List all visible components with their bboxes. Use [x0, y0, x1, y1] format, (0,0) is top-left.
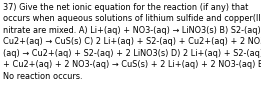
Text: + Cu2+(aq) + 2 NO3-(aq) → CuS(s) + 2 Li+(aq) + 2 NO3-(aq) E): + Cu2+(aq) + 2 NO3-(aq) → CuS(s) + 2 Li+…: [3, 60, 261, 69]
Text: (aq) → Cu2+(aq) + S2-(aq) + 2 LiNO3(s) D) 2 Li+(aq) + S2-(aq): (aq) → Cu2+(aq) + S2-(aq) + 2 LiNO3(s) D…: [3, 49, 261, 58]
Text: occurs when aqueous solutions of lithium sulfide and copper(II): occurs when aqueous solutions of lithium…: [3, 14, 261, 23]
Text: 37) Give the net ionic equation for the reaction (if any) that: 37) Give the net ionic equation for the …: [3, 3, 248, 12]
Text: nitrate are mixed. A) Li+(aq) + NO3-(aq) → LiNO3(s) B) S2-(aq) +: nitrate are mixed. A) Li+(aq) + NO3-(aq)…: [3, 26, 261, 35]
Text: Cu2+(aq) → CuS(s) C) 2 Li+(aq) + S2-(aq) + Cu2+(aq) + 2 NO3-: Cu2+(aq) → CuS(s) C) 2 Li+(aq) + S2-(aq)…: [3, 37, 261, 46]
Text: No reaction occurs.: No reaction occurs.: [3, 72, 83, 81]
